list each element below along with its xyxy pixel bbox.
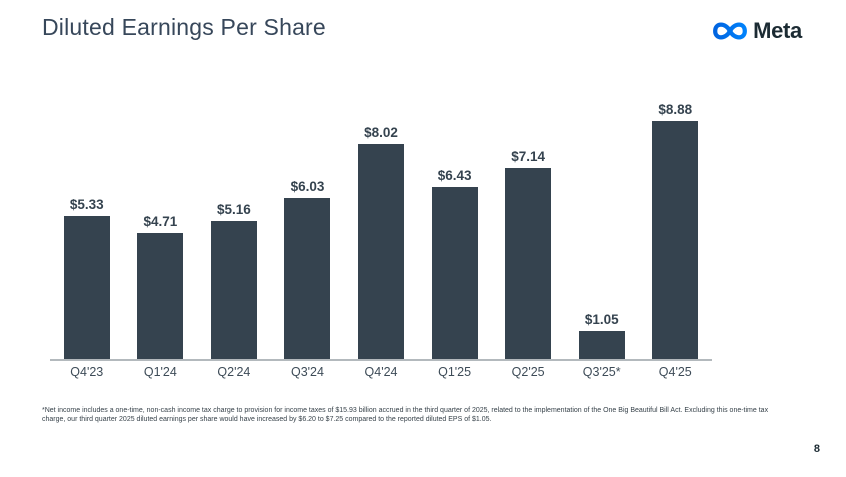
chart-bar (431, 186, 478, 359)
x-axis-tick-label: Q4'25 (658, 365, 692, 379)
chart-bar (358, 144, 405, 359)
chart-column: $5.16 (197, 202, 271, 359)
bar-value-label: $5.33 (69, 197, 104, 213)
x-axis-tick-label: Q3'24 (290, 365, 324, 379)
meta-wordmark: Meta (753, 18, 802, 43)
chart-bar (63, 216, 110, 359)
footnote-line: charge, our third quarter 2025 diluted e… (42, 416, 492, 423)
meta-infinity-icon (712, 19, 748, 43)
x-axis-tick-label: Q2'25 (511, 365, 545, 379)
meta-logo: Meta (712, 18, 802, 44)
bar-value-label: $8.88 (658, 102, 693, 118)
x-axis-labels: Q4'23 Q1'24 Q2'24 Q3'24 Q4'24 Q1'25 Q2'25 Q3'25… (50, 365, 712, 379)
chart-bar (210, 220, 257, 359)
x-axis-line (50, 359, 712, 361)
bar-value-label: $6.03 (290, 178, 325, 194)
chart-bar (578, 330, 625, 359)
chart-column: $4.71 (124, 214, 198, 359)
x-axis-tick-label: Q2'24 (217, 365, 251, 379)
bar-value-label: $6.43 (437, 167, 472, 183)
chart-column: $7.14 (491, 149, 565, 359)
page-title: Diluted Earnings Per Share (42, 14, 326, 40)
x-axis-tick-label: Q4'24 (364, 365, 398, 379)
chart-column: $8.88 (639, 102, 713, 359)
chart-column: $5.33 (50, 197, 124, 359)
chart-bar (505, 167, 552, 359)
chart-bar (284, 197, 331, 359)
footnote-line: *Net income includes a one-time, non-cas… (42, 407, 769, 414)
chart-bar (137, 232, 184, 359)
chart-column: $6.03 (271, 178, 345, 359)
page-number: 8 (813, 443, 820, 455)
x-axis-tick-label: Q3'25* (582, 365, 621, 379)
chart-column: $8.02 (344, 125, 418, 359)
bar-value-label: $5.16 (217, 201, 251, 217)
footnote: *Net income includes a one-time, non-cas… (42, 406, 822, 424)
bar-value-label: $8.02 (364, 125, 398, 141)
x-axis-tick-label: Q1'24 (143, 365, 177, 379)
chart-column: $1.05 (565, 312, 639, 359)
bar-value-label: $7.14 (511, 148, 546, 164)
bar-value-label: $4.71 (143, 213, 178, 229)
x-axis-tick-label: Q4'23 (70, 365, 104, 379)
bar-value-label: $1.05 (584, 311, 619, 327)
x-axis-tick-label: Q1'25 (438, 365, 472, 379)
chart-bar (652, 121, 699, 359)
bar-chart: $5.33 $4.71 $5.16 $6.03 $8.02 $6.43 $7.14 $1.05… (50, 102, 712, 359)
chart-column: $6.43 (418, 168, 492, 359)
